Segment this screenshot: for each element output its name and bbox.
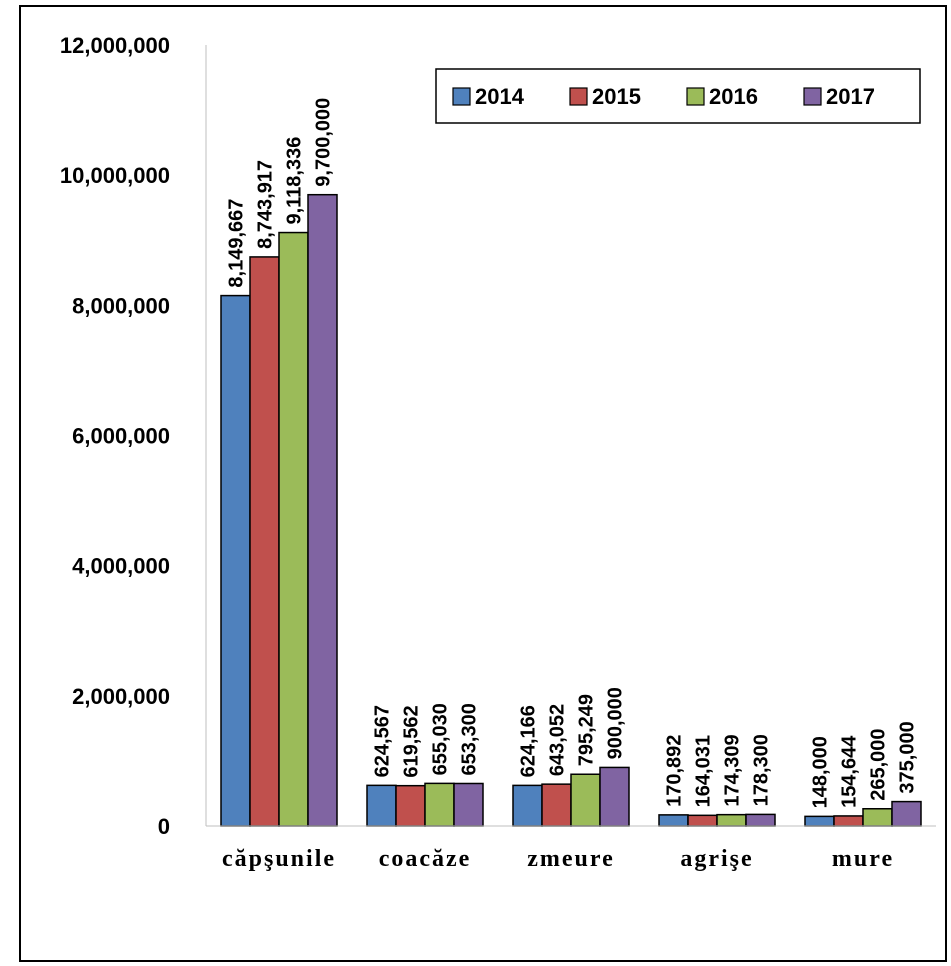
legend-label: 2016 xyxy=(709,84,758,109)
x-tick-label: mure xyxy=(832,846,894,872)
bar xyxy=(278,231,309,827)
legend-swatch xyxy=(803,87,822,106)
data-label: 619,562 xyxy=(401,705,423,777)
x-tick-label: căpşunile xyxy=(222,846,336,872)
x-tick-label: zmeure xyxy=(527,846,615,872)
bar xyxy=(395,784,426,827)
bar xyxy=(687,814,718,827)
data-label: 795,249 xyxy=(576,694,598,766)
data-labels: 8,149,667 8,743,917 9,118,336 9,700,000 624,… xyxy=(226,98,919,809)
x-axis: căpşunile coacăze zmeure agrişe mure xyxy=(206,825,936,872)
data-label: 655,030 xyxy=(430,703,452,775)
bar xyxy=(307,193,338,827)
bar xyxy=(220,294,251,827)
bar xyxy=(249,256,280,827)
data-label: 643,052 xyxy=(547,704,569,776)
data-label: 9,118,336 xyxy=(284,137,306,225)
bar xyxy=(541,783,572,827)
legend-swatch xyxy=(569,87,588,106)
data-label: 148,000 xyxy=(810,736,832,808)
bar xyxy=(512,784,543,827)
bar xyxy=(862,808,893,827)
bar xyxy=(833,815,864,827)
legend-swatch xyxy=(452,87,471,106)
x-tick-label: agrişe xyxy=(680,846,753,872)
bar xyxy=(366,784,397,827)
y-axis: 0 2,000,000 4,000,000 6,000,000 8,000,000 10,… xyxy=(60,33,207,839)
bar xyxy=(716,813,747,827)
bar xyxy=(891,800,922,827)
bar xyxy=(658,814,689,827)
bar xyxy=(804,815,835,827)
data-label: 170,892 xyxy=(664,735,686,807)
x-tick-label: coacăze xyxy=(379,846,472,872)
y-tick-label: 0 xyxy=(158,814,170,839)
legend-label: 2017 xyxy=(826,84,875,109)
y-tick-label: 8,000,000 xyxy=(72,293,170,318)
data-label: 265,000 xyxy=(868,728,890,800)
legend-box xyxy=(435,68,921,124)
data-label: 164,031 xyxy=(693,735,715,807)
bar xyxy=(599,766,630,827)
data-label: 8,743,917 xyxy=(255,160,277,249)
data-label: 653,300 xyxy=(459,703,481,775)
data-label: 178,300 xyxy=(751,734,773,806)
data-label: 9,700,000 xyxy=(313,98,335,187)
y-tick-label: 10,000,000 xyxy=(60,163,170,188)
bar xyxy=(453,782,484,827)
data-label: 375,000 xyxy=(897,721,919,793)
y-tick-label: 12,000,000 xyxy=(60,33,170,58)
legend: 2014 2015 2016 2017 xyxy=(435,68,921,124)
data-label: 154,644 xyxy=(839,735,861,808)
bar xyxy=(424,782,455,827)
y-tick-label: 4,000,000 xyxy=(72,554,170,579)
legend-label: 2015 xyxy=(592,84,641,109)
data-label: 8,149,667 xyxy=(226,199,248,288)
legend-label: 2014 xyxy=(475,84,525,109)
data-label: 624,166 xyxy=(518,705,540,777)
bar xyxy=(570,773,601,827)
y-tick-label: 2,000,000 xyxy=(72,684,170,709)
data-label: 174,309 xyxy=(722,734,744,806)
legend-swatch xyxy=(686,87,705,106)
data-label: 624,567 xyxy=(372,705,394,777)
bar xyxy=(745,813,776,827)
bars xyxy=(220,193,922,827)
data-label: 900,000 xyxy=(605,687,627,759)
y-tick-label: 6,000,000 xyxy=(72,424,170,449)
